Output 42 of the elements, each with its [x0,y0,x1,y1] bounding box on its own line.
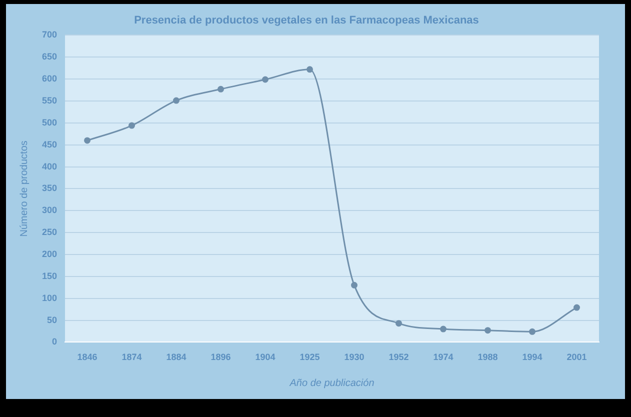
y-axis-title: Número de productos [18,140,30,237]
y-tick-label: 200 [42,248,58,259]
y-tick-label: 100 [42,292,58,303]
y-tick-label: 700 [42,30,58,40]
y-tick-label: 50 [47,314,58,325]
point [84,137,91,144]
x-tick-label: 1974 [433,352,454,362]
x-axis-title: Año de publicación [288,378,375,389]
x-tick-label: 1904 [255,352,276,362]
y-tick-label: 600 [42,74,58,84]
point [218,86,224,92]
point [484,327,492,334]
x-tick-label: 1925 [300,352,320,362]
point [128,122,136,129]
y-tick-label: 0 [52,336,58,347]
x-tick-label: 1988 [478,352,498,362]
point [306,66,314,73]
x-tick-label: 1896 [210,352,231,362]
x-tick-label: 1930 [344,352,364,362]
y-tick-label: 350 [42,183,58,194]
y-tick-label: 250 [42,227,58,238]
chart-title: Presencia de productos vegetales en las Farmacopeas Mexicanas [134,14,479,27]
x-tick-label: 1952 [388,352,409,362]
y-tick-label: 400 [42,161,58,172]
x-tick-label: 2001 [566,352,587,362]
point [529,328,536,335]
y-tick-label: 650 [42,52,58,62]
y-tick-label: 300 [42,205,58,216]
point [173,97,180,104]
x-tick-label: 1874 [122,352,142,362]
y-tick-label: 550 [42,95,58,106]
y-tick-label: 150 [42,270,58,281]
x-tick-label: 1884 [166,352,186,362]
x-tick-label: 1846 [77,352,98,362]
y-tick-label: 450 [42,139,58,150]
point [574,304,580,311]
x-tick-label: 1994 [522,352,542,362]
y-tick-label: 500 [42,117,58,128]
point [396,320,402,327]
point [440,326,447,332]
point [351,282,358,288]
point [262,76,269,83]
